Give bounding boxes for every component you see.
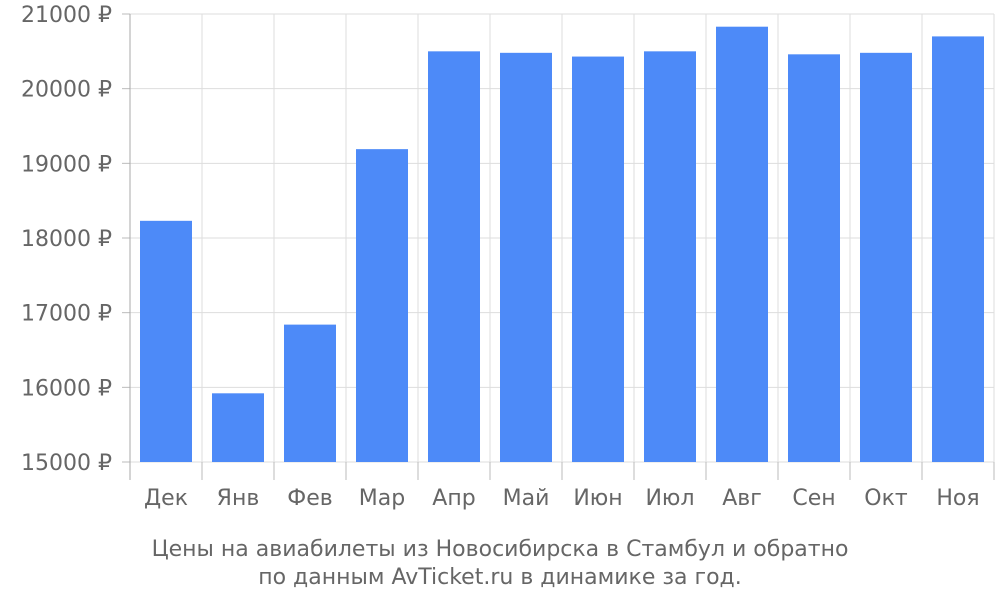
x-tick-label: Дек xyxy=(144,486,188,511)
bar-4 xyxy=(356,149,408,462)
bars xyxy=(140,26,984,463)
bar-7 xyxy=(572,56,624,463)
axes xyxy=(122,13,995,480)
x-tick-label: Сен xyxy=(792,486,835,511)
y-tick-label: 15000 ₽ xyxy=(21,451,112,476)
y-tick-label: 20000 ₽ xyxy=(21,78,112,103)
bar-5 xyxy=(428,51,480,462)
bar-10 xyxy=(788,54,840,462)
bar-3 xyxy=(284,324,336,462)
y-tick-label: 19000 ₽ xyxy=(21,152,112,177)
x-tick-label: Май xyxy=(503,486,550,511)
bar-2 xyxy=(212,393,264,462)
grid xyxy=(129,13,995,463)
x-tick-label: Июн xyxy=(573,486,622,511)
caption-line-2: по данным AvTicket.ru в динамике за год. xyxy=(258,565,742,590)
x-tick-label: Апр xyxy=(432,486,475,511)
x-tick-label: Фев xyxy=(287,486,332,511)
x-tick-label: Мар xyxy=(359,486,405,511)
bar-11 xyxy=(860,52,912,463)
bar-6 xyxy=(500,52,552,463)
x-tick-labels: Дек Янв Фев Мар Апр Май Июн Июл Авг Сен Окт Ноя xyxy=(144,486,980,511)
x-tick-label: Янв xyxy=(217,486,260,511)
bar-1 xyxy=(140,220,192,462)
x-tick-label: Ноя xyxy=(936,486,979,511)
bar-9 xyxy=(716,26,768,463)
y-tick-labels: 15000 ₽ 16000 ₽ 17000 ₽ 18000 ₽ 19000 ₽ 20000… xyxy=(21,3,112,476)
y-tick-label: 16000 ₽ xyxy=(21,376,112,401)
y-tick-label: 21000 ₽ xyxy=(21,3,112,28)
caption-line-1: Цены на авиабилеты из Новосибирска в Ста… xyxy=(152,537,849,562)
x-tick-label: Июл xyxy=(645,486,694,511)
y-tick-label: 18000 ₽ xyxy=(21,227,112,252)
bar-12 xyxy=(932,36,984,463)
y-tick-label: 17000 ₽ xyxy=(21,302,112,327)
bar-8 xyxy=(644,51,696,462)
x-tick-label: Авг xyxy=(722,486,762,511)
x-tick-label: Окт xyxy=(864,486,908,511)
